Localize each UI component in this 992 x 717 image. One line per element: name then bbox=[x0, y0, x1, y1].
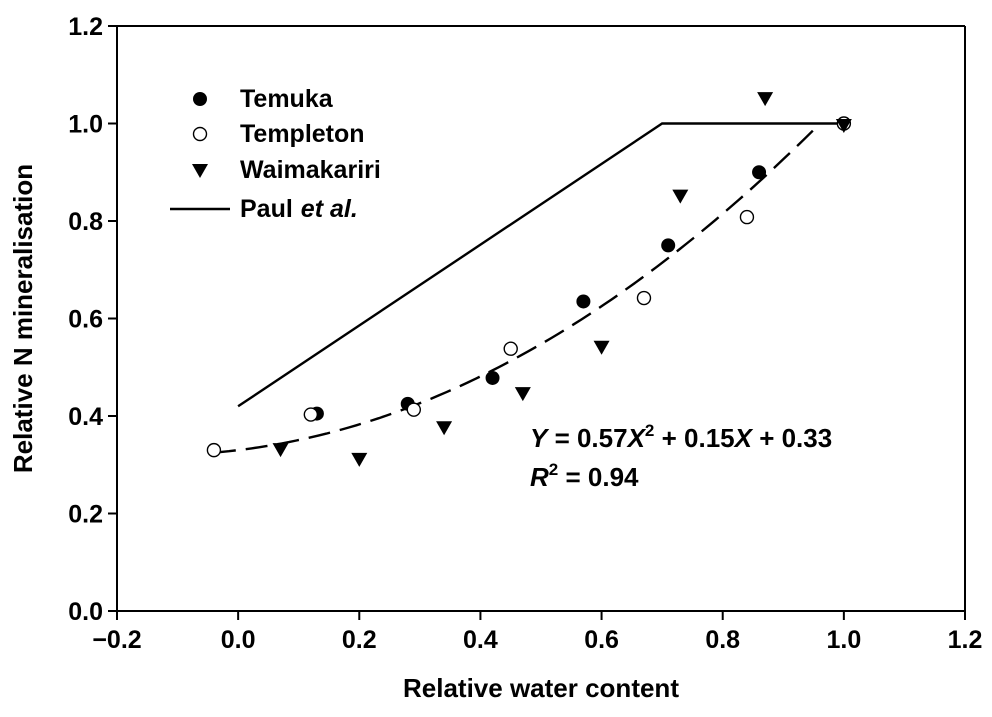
y-tick-label: 1.2 bbox=[68, 13, 103, 41]
eq-exp: 2 bbox=[645, 421, 654, 440]
point-waimakariri bbox=[757, 92, 774, 107]
x-tick-label: 1.2 bbox=[948, 626, 983, 654]
legend-marker-temuka bbox=[193, 92, 207, 106]
eq-x-var-1: X bbox=[626, 423, 647, 453]
point-templeton bbox=[303, 407, 319, 422]
point-temuka bbox=[661, 238, 676, 253]
plot-frame-group bbox=[116, 25, 966, 612]
eq-y-var: Y bbox=[530, 423, 550, 453]
eq-part3: + 0.33 bbox=[752, 423, 832, 453]
point-waimakariri bbox=[436, 421, 453, 436]
point-temuka bbox=[752, 165, 767, 180]
point-templeton bbox=[636, 290, 652, 306]
x-ticks: −0.2 0.0 0.2 0.4 0.6 0.8 1.0 1.2 bbox=[92, 611, 982, 654]
series-lines bbox=[237, 122, 844, 408]
x-tick-label: 0.6 bbox=[584, 626, 619, 654]
point-temuka bbox=[485, 370, 500, 385]
legend-label-paul: Paul et al. bbox=[240, 195, 358, 223]
legend-label-templeton: Templeton bbox=[240, 120, 365, 148]
point-temuka bbox=[576, 294, 591, 309]
legend-label-paul-suffix: et al. bbox=[301, 195, 358, 223]
x-tick-label: −0.2 bbox=[92, 626, 141, 654]
series-line-paul bbox=[237, 122, 844, 408]
point-templeton bbox=[739, 209, 755, 225]
r2-var: R bbox=[530, 462, 549, 492]
y-tick-label: 0.2 bbox=[68, 501, 103, 529]
point-templeton bbox=[206, 442, 222, 458]
x-tick-label: 0.0 bbox=[221, 626, 256, 654]
eq-part2: + 0.15 bbox=[654, 423, 734, 453]
eq-part1: = 0.57 bbox=[547, 423, 627, 453]
y-tick-label: 0.6 bbox=[68, 306, 103, 334]
y-ticks: 0.0 0.2 0.4 0.6 0.8 1.0 1.2 bbox=[68, 13, 117, 626]
equation-annotation: Y = 0.57X2 + 0.15X + 0.33 R2 = 0.94 bbox=[530, 421, 832, 492]
x-tick-label: 0.4 bbox=[463, 626, 498, 654]
legend-label-paul-name: Paul bbox=[240, 195, 293, 223]
eq-x-var-2: X bbox=[733, 423, 754, 453]
point-waimakariri bbox=[351, 452, 368, 467]
point-templeton bbox=[406, 402, 421, 417]
point-waimakariri bbox=[593, 340, 610, 355]
legend-marker-waimakariri bbox=[192, 164, 208, 178]
r2-exp: 2 bbox=[549, 460, 558, 479]
x-tick-label: 0.2 bbox=[342, 626, 377, 654]
y-tick-label: 1.0 bbox=[68, 111, 103, 139]
x-tick-label: 0.8 bbox=[705, 626, 740, 654]
x-axis-title: Relative water content bbox=[403, 673, 679, 703]
y-tick-label: 0.8 bbox=[68, 208, 103, 236]
point-waimakariri bbox=[835, 118, 852, 133]
data-points bbox=[206, 92, 852, 467]
point-waimakariri bbox=[514, 387, 531, 402]
y-tick-label: 0.4 bbox=[68, 403, 103, 431]
point-templeton bbox=[503, 341, 518, 356]
x-tick-label: 1.0 bbox=[826, 626, 861, 654]
y-tick-label: 0.0 bbox=[68, 598, 103, 626]
fit-r2: R2 = 0.94 bbox=[530, 460, 639, 492]
legend-marker-templeton bbox=[192, 126, 208, 142]
fit-equation: Y = 0.57X2 + 0.15X + 0.33 bbox=[530, 421, 832, 453]
legend-label-temuka: Temuka bbox=[240, 85, 334, 113]
y-axis-title: Relative N mineralisation bbox=[8, 164, 38, 473]
legend-label-waimakariri: Waimakariri bbox=[240, 156, 381, 184]
point-waimakariri bbox=[272, 443, 289, 458]
fit-curve bbox=[213, 129, 815, 454]
r2-text: = 0.94 bbox=[558, 462, 639, 492]
point-waimakariri bbox=[672, 189, 689, 204]
legend: Temuka Templeton Waimakariri Paul et al. bbox=[170, 85, 381, 223]
